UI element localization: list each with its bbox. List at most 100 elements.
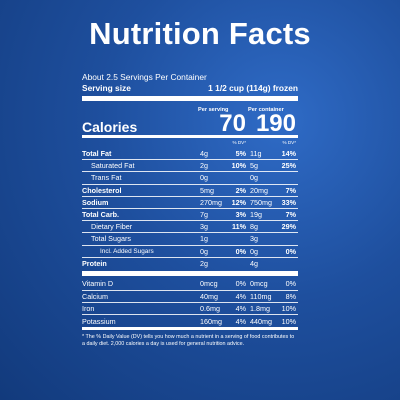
nutrient-row: Iron 0.6mg 4% 1.8mg 10%	[82, 302, 298, 314]
dv-per-serving: 12%	[231, 197, 246, 207]
nutrient-row: Potassium 160mg 4% 440mg 10%	[82, 314, 298, 326]
thick-divider	[82, 96, 298, 101]
calories-section: Per serving Per container Calories 70 19…	[82, 103, 298, 137]
amount-per-serving: 0g	[200, 246, 208, 256]
dv-per-container: 0%	[285, 279, 296, 289]
dv-per-serving: 0%	[235, 246, 246, 256]
amount-per-serving: 4g	[200, 148, 208, 158]
nutrient-row: Cholesterol 5mg 2% 20mg 7%	[82, 183, 298, 196]
dv-header-row: % DV* % DV*	[82, 138, 298, 147]
serving-size-label: Serving size	[82, 83, 131, 93]
amount-per-serving: 1g	[200, 234, 208, 244]
nutrient-name: Calcium	[82, 292, 108, 302]
amount-per-container: 0g	[250, 173, 258, 183]
amount-per-serving: 5mg	[200, 185, 214, 195]
amount-per-container: 0g	[250, 246, 258, 256]
nutrient-name: Total Sugars	[91, 234, 131, 244]
nutrient-name: Vitamin D	[82, 279, 114, 289]
vitamin-table: Vitamin D 0mcg 0% 0mcg 0% Calcium 40mg 4% 110mg 8…	[82, 278, 298, 327]
nutrient-name: Protein	[82, 258, 107, 268]
nutrient-row: Total Carb. 7g 3% 19g 7%	[82, 207, 298, 220]
dv-per-serving: 11%	[232, 222, 246, 232]
nutrient-row: Calcium 40mg 4% 110mg 8%	[82, 290, 298, 302]
medium-divider	[82, 135, 298, 138]
amount-per-serving: 270mg	[200, 197, 222, 207]
per-container-header: Per container	[248, 107, 284, 113]
calories-per-serving: 70	[219, 110, 246, 137]
amount-per-serving: 2g	[200, 161, 208, 171]
nutrient-name: Trans Fat	[91, 173, 122, 183]
dv-per-container: 8%	[285, 292, 296, 302]
dv-per-container: 25%	[281, 161, 296, 171]
amount-per-container: 110mg	[250, 292, 272, 302]
nutrient-row: Incl. Added Sugars 0g 0% 0g 0%	[82, 244, 298, 257]
amount-per-container: 4g	[250, 258, 258, 268]
amount-per-container: 11g	[250, 148, 262, 158]
amount-per-container: 8g	[250, 222, 258, 232]
amount-per-container: 0mcg	[250, 279, 268, 289]
amount-per-container: 19g	[250, 210, 262, 220]
dv-per-serving: 5%	[235, 148, 246, 158]
nutrition-label: About 2.5 Servings Per Container Serving…	[82, 72, 298, 348]
nutrient-row: Trans Fat 0g 0g	[82, 171, 298, 183]
nutrient-name: Potassium	[82, 316, 116, 326]
nutrient-row: Sodium 270mg 12% 750mg 33%	[82, 195, 298, 208]
dv-per-container: 14%	[281, 148, 296, 158]
column-headers: Per serving Per container	[82, 103, 298, 113]
dv-per-container: 10%	[281, 304, 296, 314]
amount-per-serving: 7g	[200, 210, 208, 220]
dv-per-container: 10%	[281, 316, 296, 326]
serving-size-row: Serving size 1 1/2 cup (114g) frozen	[82, 83, 298, 94]
servings-per-container: About 2.5 Servings Per Container	[82, 72, 207, 82]
nutrient-row: Total Fat 4g 5% 11g 14%	[82, 147, 298, 159]
dv-per-serving: 4%	[235, 304, 246, 314]
dv-per-container: 7%	[285, 185, 296, 195]
nutrient-name: Cholesterol	[82, 185, 122, 195]
amount-per-serving: 3g	[200, 222, 208, 232]
dv-per-serving: 4%	[235, 292, 246, 302]
nutrient-table: Total Fat 4g 5% 11g 14% Saturated Fat 2g 10% 5g 2…	[82, 147, 298, 269]
dv-per-serving: 10%	[231, 161, 246, 171]
nutrient-name: Total Fat	[82, 148, 112, 158]
amount-per-serving: 2g	[200, 258, 208, 268]
nutrient-row: Saturated Fat 2g 10% 5g 25%	[82, 159, 298, 171]
medium-divider	[82, 326, 298, 330]
calories-row: Calories 70 190	[82, 110, 298, 137]
dv-per-container: 0%	[285, 246, 296, 256]
dv-per-serving: 3%	[235, 210, 246, 220]
amount-per-serving: 160mg	[200, 316, 222, 326]
amount-per-container: 3g	[250, 234, 258, 244]
nutrient-name: Dietary Fiber	[91, 222, 133, 232]
dv-header-container: % DV*	[282, 140, 296, 145]
nutrient-name: Sodium	[82, 197, 109, 207]
nutrient-name: Iron	[82, 304, 95, 314]
amount-per-container: 20mg	[250, 185, 268, 195]
page-title: Nutrition Facts	[89, 16, 311, 51]
dv-per-container: 29%	[281, 222, 296, 232]
dv-per-serving: 2%	[235, 185, 246, 195]
amount-per-serving: 0mcg	[200, 279, 218, 289]
nutrient-name: Saturated Fat	[91, 161, 135, 171]
amount-per-container: 1.8mg	[250, 304, 270, 314]
nutrient-name: Total Carb.	[82, 210, 120, 220]
amount-per-container: 750mg	[250, 197, 272, 207]
nutrient-row: Total Sugars 1g 3g	[82, 232, 298, 244]
footnote: * The % Daily Value (DV) tells you how m…	[82, 333, 295, 347]
nutrient-row: Dietary Fiber 3g 11% 8g 29%	[82, 220, 298, 232]
amount-per-serving: 0g	[200, 173, 208, 183]
dv-per-serving: 0%	[235, 279, 246, 289]
serving-size-value: 1 1/2 cup (114g) frozen	[208, 83, 298, 93]
dv-header-serving: % DV*	[232, 140, 246, 145]
calories-per-container: 190	[255, 110, 296, 137]
nutrient-row: Vitamin D 0mcg 0% 0mcg 0%	[82, 278, 298, 290]
nutrient-name: Incl. Added Sugars	[100, 247, 154, 255]
amount-per-container: 440mg	[250, 316, 272, 326]
dv-per-container: 7%	[285, 210, 296, 220]
dv-per-serving: 4%	[235, 316, 246, 326]
nutrient-row: Protein 2g 4g	[82, 256, 298, 269]
per-serving-header: Per serving	[198, 107, 229, 113]
thick-divider	[82, 270, 298, 276]
dv-per-container: 33%	[281, 197, 296, 207]
calories-label: Calories	[82, 119, 138, 135]
amount-per-serving: 40mg	[200, 292, 218, 302]
